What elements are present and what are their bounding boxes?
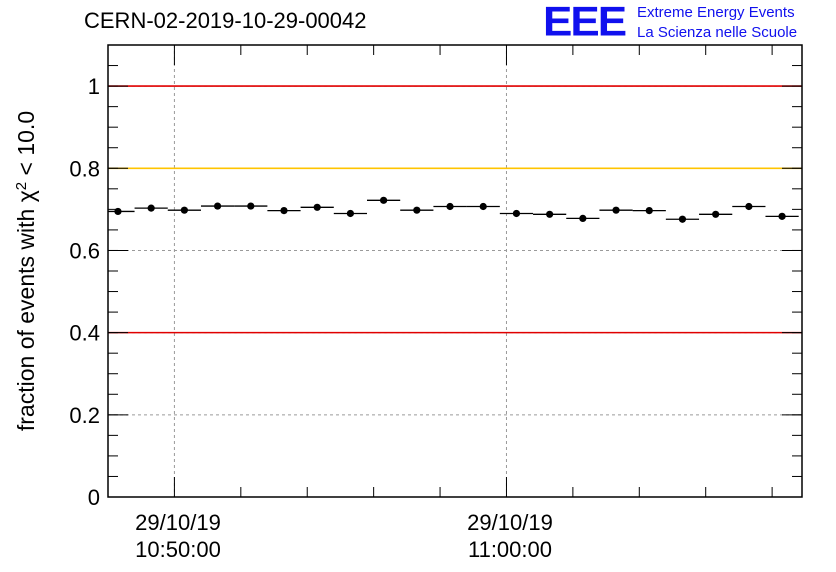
y-tick-label: 0.6 bbox=[69, 238, 100, 263]
data-point bbox=[512, 209, 521, 218]
data-point bbox=[413, 206, 421, 214]
data-point bbox=[546, 210, 554, 218]
x-tick-date-2: 29/10/19 bbox=[467, 510, 553, 535]
logo-line-1: Extreme Energy Events bbox=[637, 4, 795, 21]
eee-logo: EEE bbox=[543, 0, 627, 45]
plot-frame bbox=[107, 44, 803, 498]
data-points bbox=[108, 196, 799, 223]
x-tick-time-2: 11:00:00 bbox=[467, 537, 552, 562]
data-point bbox=[678, 215, 687, 223]
data-point bbox=[745, 202, 753, 211]
logo-line-2: La Scienza nelle Scuole bbox=[637, 24, 798, 41]
data-point bbox=[778, 212, 786, 220]
axis-ticks bbox=[107, 44, 802, 498]
data-point bbox=[346, 209, 355, 218]
data-point bbox=[280, 206, 288, 215]
data-point bbox=[380, 196, 388, 204]
y-axis-label: fraction of events with χ2 < 10.0 bbox=[13, 111, 40, 431]
data-point bbox=[612, 206, 620, 214]
data-point bbox=[712, 210, 720, 218]
data-point bbox=[579, 214, 587, 223]
data-point bbox=[247, 202, 255, 210]
data-point bbox=[147, 204, 155, 212]
y-tick-label: 1 bbox=[88, 74, 100, 99]
data-point bbox=[180, 206, 188, 214]
grid-lines bbox=[108, 45, 802, 497]
x-tick-label-1: 29/10/19 10:50:00 bbox=[98, 509, 258, 563]
y-tick-label: 0 bbox=[88, 485, 100, 510]
x-tick-label-2: 29/10/19 11:00:00 bbox=[430, 509, 590, 563]
x-tick-date-1: 29/10/19 bbox=[135, 510, 221, 535]
x-tick-time-1: 10:50:00 bbox=[135, 537, 221, 562]
data-point bbox=[313, 203, 321, 211]
chart-title: CERN-02-2019-10-29-00042 bbox=[84, 8, 367, 33]
data-point bbox=[645, 206, 653, 215]
data-point bbox=[213, 202, 222, 210]
y-tick-label: 0.4 bbox=[69, 321, 100, 346]
data-point bbox=[479, 202, 487, 211]
reference-lines bbox=[108, 85, 802, 334]
y-tick-label: 0.8 bbox=[69, 156, 100, 181]
y-tick-label: 0.2 bbox=[69, 403, 100, 428]
data-point bbox=[446, 202, 454, 211]
y-tick-labels: 0 0.2 0.4 0.6 0.8 1 bbox=[69, 74, 100, 510]
